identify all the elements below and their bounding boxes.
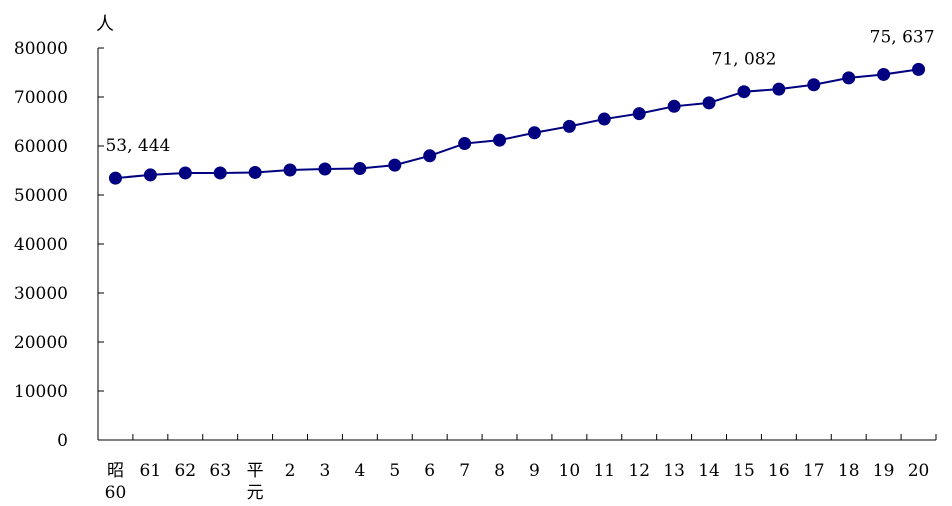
x-tick-label: 6 (424, 461, 435, 481)
y-tick-label: 10000 (14, 382, 68, 402)
data-point (527, 126, 541, 140)
data-label: 71, 082 (712, 50, 777, 70)
x-axis-ticks: 昭 60 61 62 63 平元 2 3 4 5 6 7 8 9 10 11 12 13 14 15 16 17 18 19 2… (97, 434, 937, 503)
data-point (912, 62, 926, 76)
x-tick-label: 9 (529, 461, 540, 481)
data-label: 75, 637 (870, 27, 935, 47)
y-tick-label: 50000 (14, 186, 68, 206)
x-tick-label: 昭 60 (105, 461, 127, 503)
y-tick-label: 70000 (14, 88, 68, 108)
x-tick-label: 18 (838, 461, 860, 481)
x-tick-label: 平元 (247, 461, 264, 503)
x-tick-label: 14 (698, 461, 720, 481)
data-point (283, 163, 297, 177)
x-tick-label: 15 (733, 461, 755, 481)
data-point (737, 85, 751, 99)
series-line (108, 62, 926, 185)
x-tick-label: 12 (628, 461, 650, 481)
axes (97, 48, 936, 441)
data-point (702, 96, 716, 110)
data-labels: 53, 444 71, 082 75, 637 (105, 27, 934, 156)
y-tick-label: 30000 (14, 284, 68, 304)
y-tick-label: 20000 (14, 333, 68, 353)
x-tick-label: 7 (459, 461, 470, 481)
y-tick-label: 80000 (14, 39, 68, 59)
x-tick-label: 2 (285, 461, 296, 481)
data-point (493, 133, 507, 147)
x-tick-label: 10 (559, 461, 581, 481)
y-tick-label: 60000 (14, 137, 68, 157)
x-tick-label: 5 (389, 461, 400, 481)
x-tick-label: 61 (140, 461, 162, 481)
data-point (597, 112, 611, 126)
x-tick-label: 17 (803, 461, 825, 481)
x-tick-label: 3 (320, 461, 331, 481)
series-polyline (115, 68, 919, 180)
data-point (318, 162, 332, 176)
data-point (388, 158, 402, 172)
y-unit-label: 人 (96, 14, 114, 35)
x-tick-label: 16 (768, 461, 790, 481)
x-tick-label: 20 (908, 461, 930, 481)
data-point (842, 71, 856, 85)
data-point (353, 162, 367, 176)
x-tick-label: 63 (209, 461, 231, 481)
data-point (562, 119, 576, 133)
data-point (143, 168, 157, 182)
data-point (213, 166, 227, 180)
data-point (772, 82, 786, 96)
data-point (423, 149, 437, 163)
data-point (248, 165, 262, 179)
y-tick-label: 40000 (14, 235, 68, 255)
data-point (632, 107, 646, 121)
x-tick-label: 4 (354, 461, 365, 481)
x-tick-label: 13 (663, 461, 685, 481)
data-point (178, 166, 192, 180)
x-tick-label: 11 (593, 461, 615, 481)
x-tick-label: 62 (174, 461, 196, 481)
data-point (807, 78, 821, 92)
y-tick-label: 0 (57, 431, 68, 451)
data-point (667, 99, 681, 113)
y-axis-ticks: 0 10000 20000 30000 40000 50000 60000 70000 8000… (14, 39, 104, 451)
x-tick-label: 19 (873, 461, 895, 481)
x-tick-label: 8 (494, 461, 505, 481)
data-label: 53, 444 (105, 136, 170, 156)
data-point (458, 137, 472, 151)
data-point (877, 67, 891, 81)
data-point (108, 171, 122, 185)
